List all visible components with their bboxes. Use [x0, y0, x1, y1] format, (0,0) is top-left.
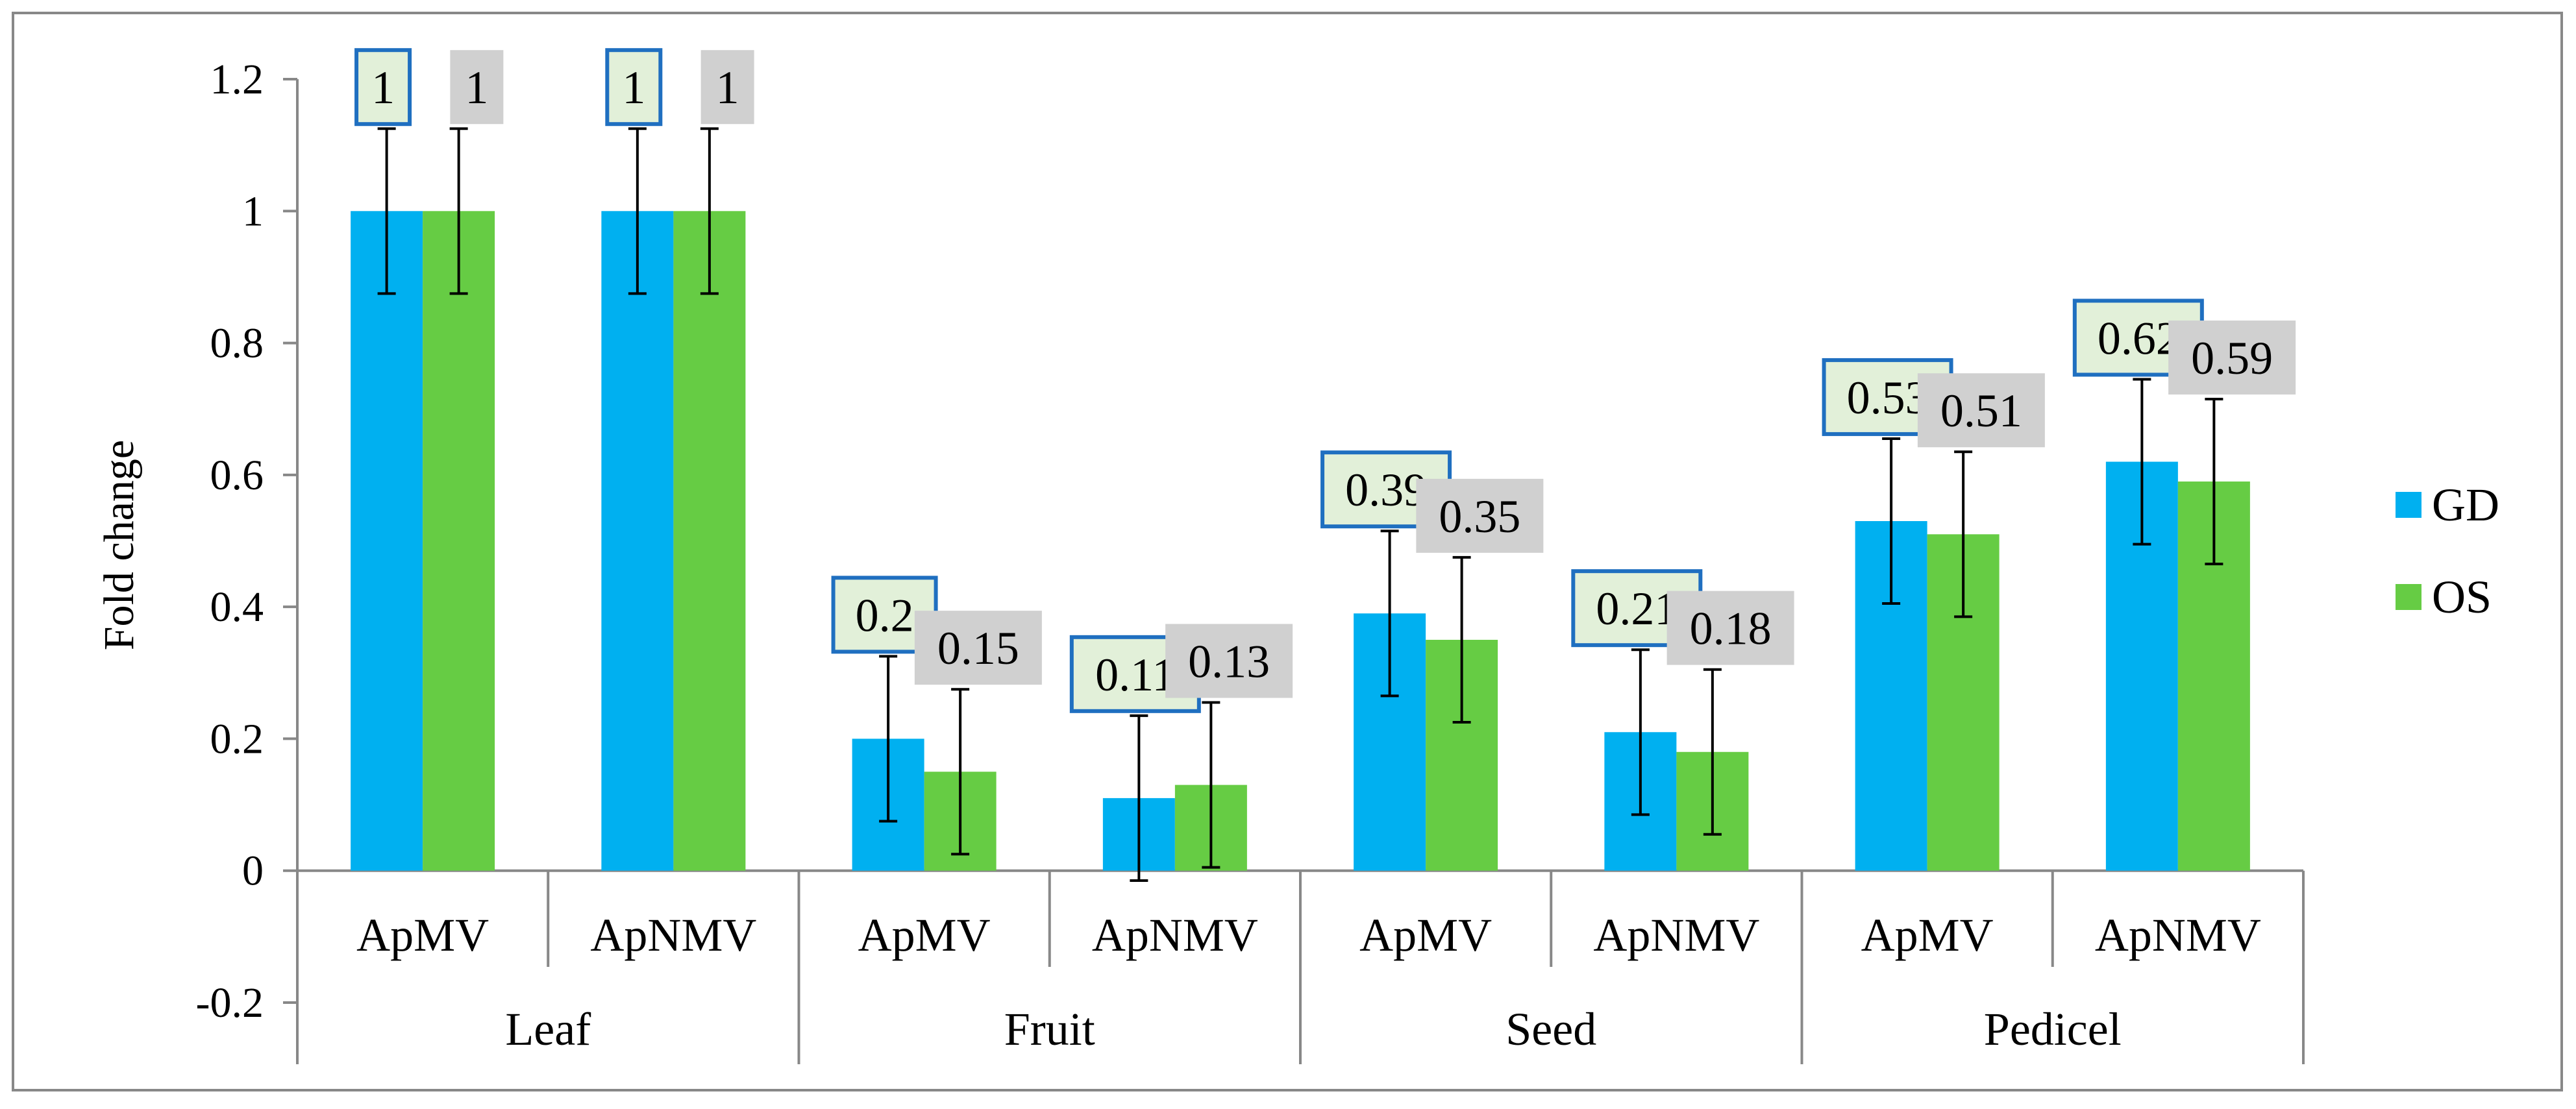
y-tick-label: -0.2 — [196, 979, 264, 1027]
y-tick-label: 0.8 — [210, 320, 264, 367]
y-tick-label: 1.2 — [210, 56, 264, 103]
bar-gd — [601, 211, 674, 871]
data-label: 0.11 — [1095, 649, 1175, 701]
data-label: 0.13 — [1188, 635, 1270, 687]
bars — [351, 211, 2250, 871]
data-labels: 1 1 0.2 0.11 0.39 0.21 0.53 0.62 1 1 0.15 0.13 0.35 0… — [354, 48, 2296, 713]
data-label: 1 — [371, 62, 395, 114]
data-label: 0.59 — [2191, 332, 2273, 384]
x-category-label: ApMV — [1359, 909, 1492, 961]
data-label: 0.62 — [2098, 312, 2179, 364]
y-tick-label: 0.2 — [210, 715, 264, 762]
bar-gd — [351, 211, 423, 871]
error-bars — [377, 127, 2223, 882]
data-label: 0.21 — [1596, 583, 1678, 635]
data-label-box-os — [450, 50, 504, 125]
data-label: 0.15 — [937, 622, 1019, 674]
axes: -0.2 0 0.2 0.4 0.6 0.8 1 1.2 ApMV ApNMV ApMV ApNMV A… — [196, 56, 2305, 1064]
y-tick-label: 1 — [242, 188, 264, 235]
legend-swatch-os — [2396, 584, 2421, 610]
data-label-box-os — [1416, 478, 1544, 553]
data-label-box-gd — [605, 48, 663, 127]
x-category-label: ApMV — [356, 909, 489, 961]
x-category-label: ApMV — [858, 909, 991, 961]
data-label-box-os — [2168, 320, 2296, 395]
data-label: 0.53 — [1847, 372, 1929, 424]
bar-os — [673, 211, 746, 871]
x-category-label: ApNMV — [1593, 909, 1759, 961]
legend-swatch-gd — [2396, 492, 2421, 518]
legend: GD OS — [2396, 479, 2499, 623]
bar-os — [423, 211, 495, 871]
x-category-label: ApNMV — [1092, 909, 1258, 961]
data-label-box-os — [700, 50, 754, 125]
x-category-label: ApNMV — [2095, 909, 2261, 961]
data-label: 1 — [465, 62, 488, 114]
data-label: 1 — [716, 62, 739, 114]
data-label-box-os — [1666, 591, 1794, 665]
x-group-label: Leaf — [505, 1003, 591, 1055]
legend-label: OS — [2432, 571, 2492, 623]
x-category-label: ApMV — [1861, 909, 1994, 961]
legend-label: GD — [2432, 479, 2499, 531]
data-label: 0.39 — [1345, 464, 1427, 516]
data-label: 0.2 — [856, 589, 914, 641]
data-label-box-gd — [354, 48, 412, 127]
data-label: 0.51 — [1940, 385, 2022, 437]
data-label: 0.35 — [1439, 491, 1520, 542]
data-label: 0.18 — [1690, 603, 1772, 655]
y-tick-label: 0.4 — [210, 583, 264, 631]
y-tick-label: 0 — [242, 847, 264, 895]
x-group-label: Seed — [1505, 1003, 1596, 1055]
data-label-box-os — [1917, 373, 2045, 448]
data-label: 1 — [622, 62, 645, 114]
x-category-label: ApNMV — [590, 909, 756, 961]
data-label-box-os — [1165, 624, 1293, 698]
y-tick-label: 0.6 — [210, 452, 264, 499]
x-group-label: Fruit — [1004, 1003, 1095, 1055]
x-group-label: Pedicel — [1984, 1003, 2122, 1055]
y-axis-title: Fold change — [95, 440, 143, 650]
data-label-box-os — [914, 611, 1042, 685]
